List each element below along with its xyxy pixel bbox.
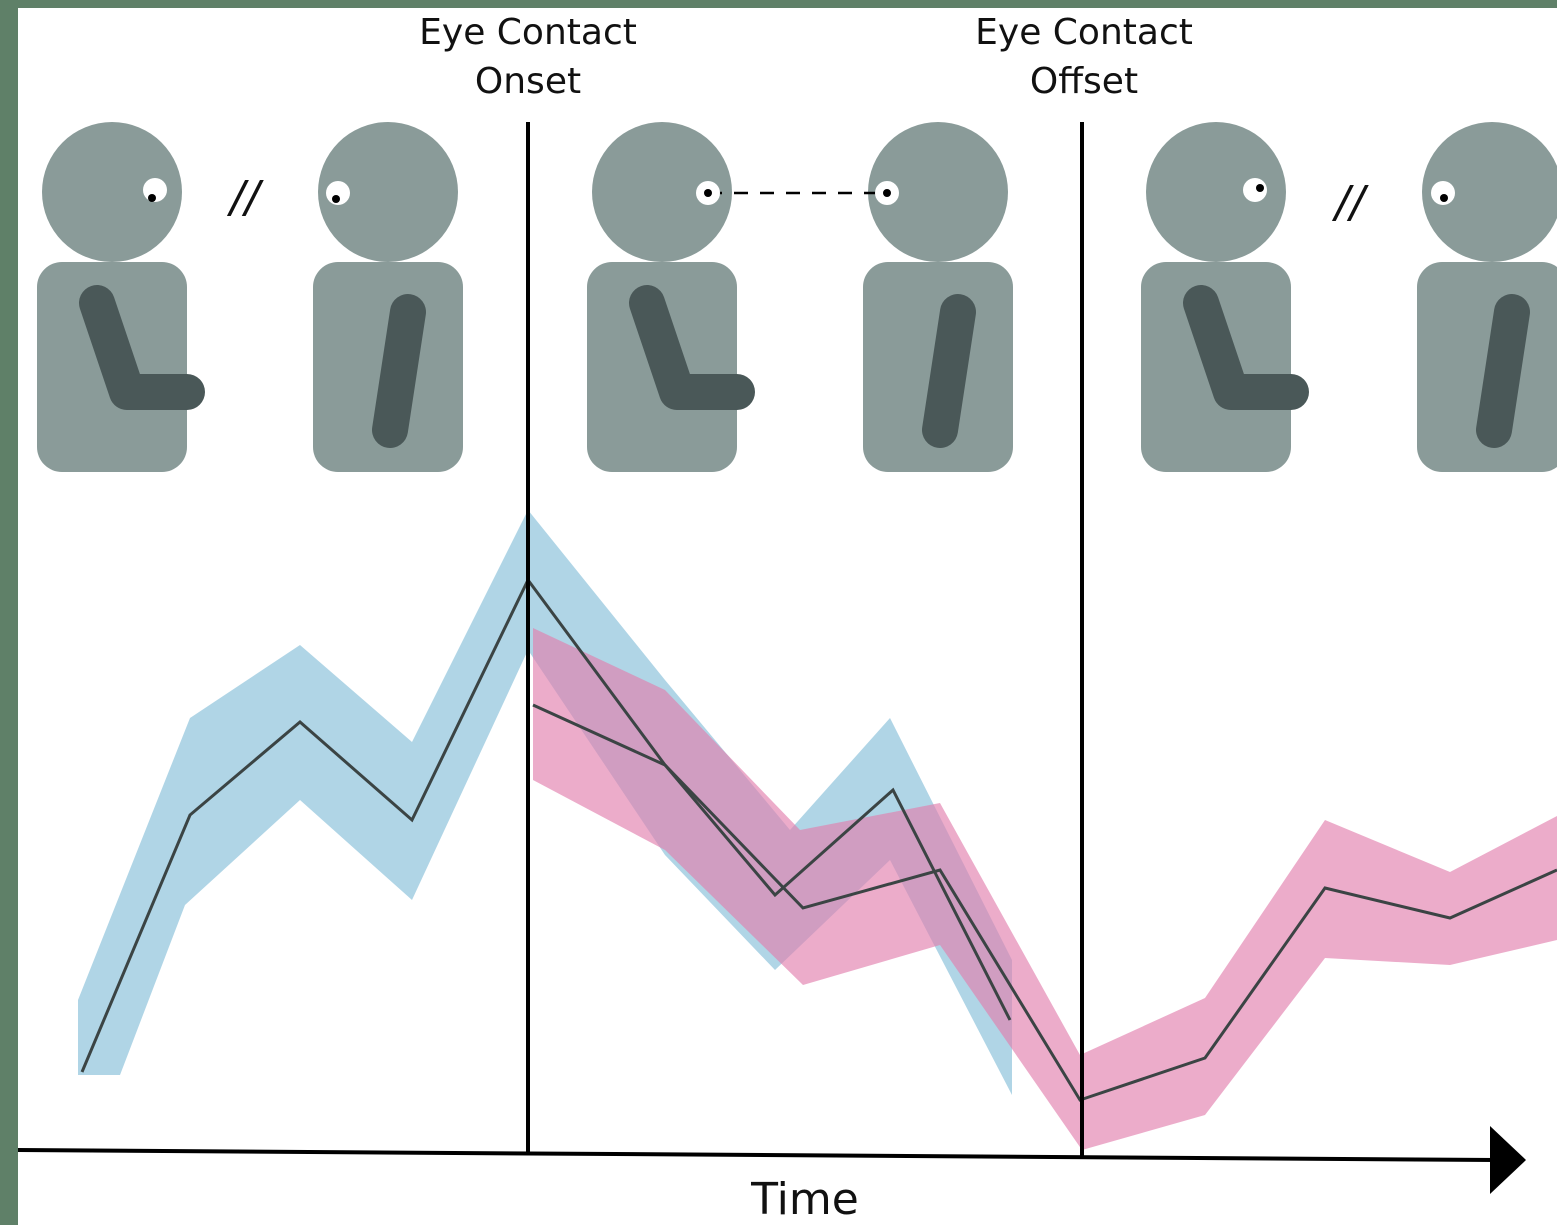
axis-label: Time: [750, 1174, 859, 1225]
separator: //: [1331, 177, 1369, 228]
annotation-line: Eye Contact: [975, 12, 1193, 53]
annotation-line: Eye Contact: [419, 12, 637, 53]
separator: //: [226, 172, 264, 223]
annotation-line: Onset: [475, 61, 581, 102]
page: // // Eye Contact Onset Eye Contact Offs…: [0, 0, 1557, 1225]
diagram: // // Eye Contact Onset Eye Contact Offs…: [0, 0, 1557, 1225]
annotation-line: Offset: [1030, 61, 1138, 102]
